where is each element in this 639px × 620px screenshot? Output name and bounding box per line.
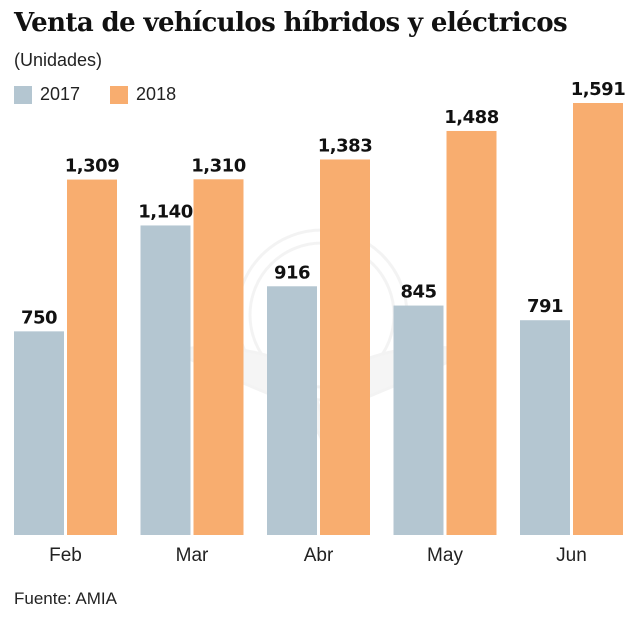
legend-label-2018: 2018: [136, 84, 177, 104]
bar-2018-feb: [67, 179, 117, 535]
chart-title: Venta de vehículos híbridos y eléctricos: [14, 8, 568, 38]
value-label-2018-mar: 1,310: [191, 155, 245, 176]
bar-2017-abr: [267, 286, 317, 535]
bar-2017-jun: [520, 320, 570, 535]
legend-swatch-2017: [14, 85, 32, 104]
x-tick-label-feb: Feb: [49, 545, 82, 566]
source-note: Fuente: AMIA: [14, 589, 117, 608]
value-label-2017-feb: 750: [21, 307, 57, 328]
legend-label-2017: 2017: [40, 84, 81, 104]
bar-2018-may: [446, 130, 497, 535]
legend-item-2018: 2018: [110, 84, 176, 105]
bar-2017-may: [393, 305, 444, 535]
legend: 2017 2018: [14, 84, 206, 105]
value-label-2017-jun: 791: [527, 296, 563, 317]
legend-swatch-2018: [110, 85, 129, 104]
value-label-2018-abr: 1,383: [318, 135, 372, 156]
value-label-2018-may: 1,488: [444, 107, 498, 128]
bar-2018-jun: [573, 103, 623, 535]
value-label-2018-feb: 1,309: [65, 156, 119, 177]
value-label-2017-abr: 916: [274, 262, 310, 283]
value-label-2017-may: 845: [400, 282, 436, 303]
x-tick-label-jun: Jun: [556, 545, 587, 566]
x-tick-label-may: May: [427, 545, 463, 566]
bar-2018-abr: [320, 159, 370, 535]
value-label-2018-jun: 1,591: [571, 79, 625, 100]
bar-2017-mar: [140, 225, 191, 535]
bar-2018-mar: [193, 179, 244, 535]
value-label-2017-mar: 1,140: [138, 201, 192, 222]
chart-subtitle: (Unidades): [14, 50, 103, 70]
legend-item-2017: 2017: [14, 84, 80, 105]
bar-2017-feb: [14, 331, 64, 535]
x-tick-label-mar: Mar: [176, 545, 209, 566]
x-tick-label-abr: Abr: [304, 545, 334, 566]
